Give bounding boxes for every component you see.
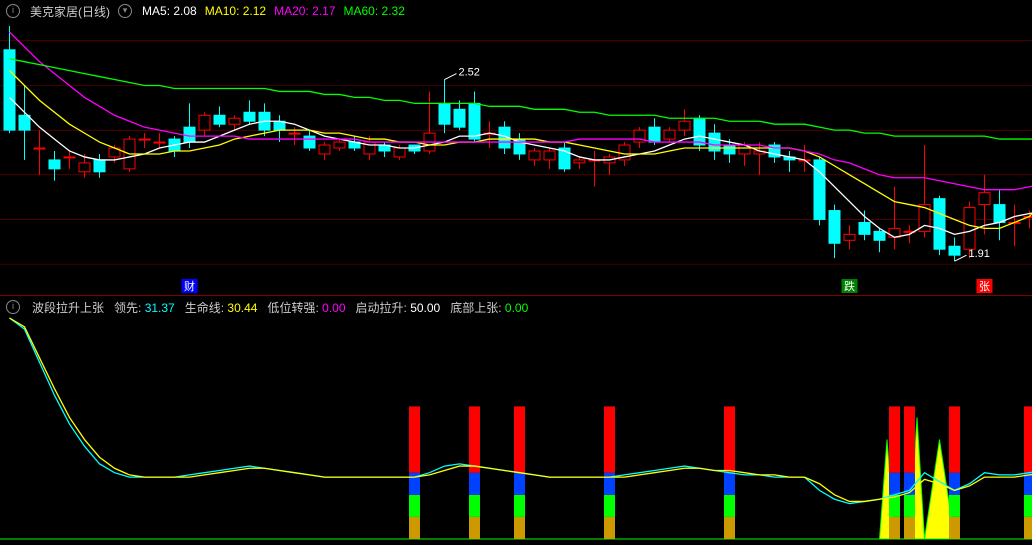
ma60-label: MA60: 2.32 xyxy=(344,4,405,18)
life-label: 生命线: 30.44 xyxy=(185,299,258,316)
low-strong-label: 低位转强: 0.00 xyxy=(267,299,345,316)
candlestick-chart[interactable]: 2.52 1.91 财 跌 张 xyxy=(0,0,1032,296)
svg-text:1.91: 1.91 xyxy=(969,248,990,260)
svg-text:财: 财 xyxy=(184,279,195,293)
svg-text:张: 张 xyxy=(979,280,990,293)
indicator-title: 波段拉升上张 xyxy=(32,299,104,316)
lead-label: 领先: 31.37 xyxy=(114,299,175,316)
ma20-label: MA20: 2.17 xyxy=(274,4,335,18)
dropdown-icon[interactable]: ▾ xyxy=(118,4,132,18)
ma5-label: MA5: 2.08 xyxy=(142,4,197,18)
indicator-chart[interactable] xyxy=(0,296,1032,545)
ma10-label: MA10: 2.12 xyxy=(205,4,266,18)
stock-title: 美克家居(日线) xyxy=(30,3,110,20)
info-icon[interactable]: i xyxy=(6,300,20,314)
main-chart-header: i 美克家居(日线) ▾ MA5: 2.08 MA10: 2.12 MA20: … xyxy=(0,0,1032,22)
indicator-header: i 波段拉升上张 领先: 31.37 生命线: 30.44 低位转强: 0.00… xyxy=(0,296,1032,318)
pull-up-label: 启动拉升: 50.00 xyxy=(356,299,441,316)
info-icon[interactable]: i xyxy=(6,4,20,18)
svg-text:2.52: 2.52 xyxy=(459,67,480,79)
svg-text:跌: 跌 xyxy=(844,279,855,293)
bottom-up-label: 底部上张: 0.00 xyxy=(450,299,528,316)
